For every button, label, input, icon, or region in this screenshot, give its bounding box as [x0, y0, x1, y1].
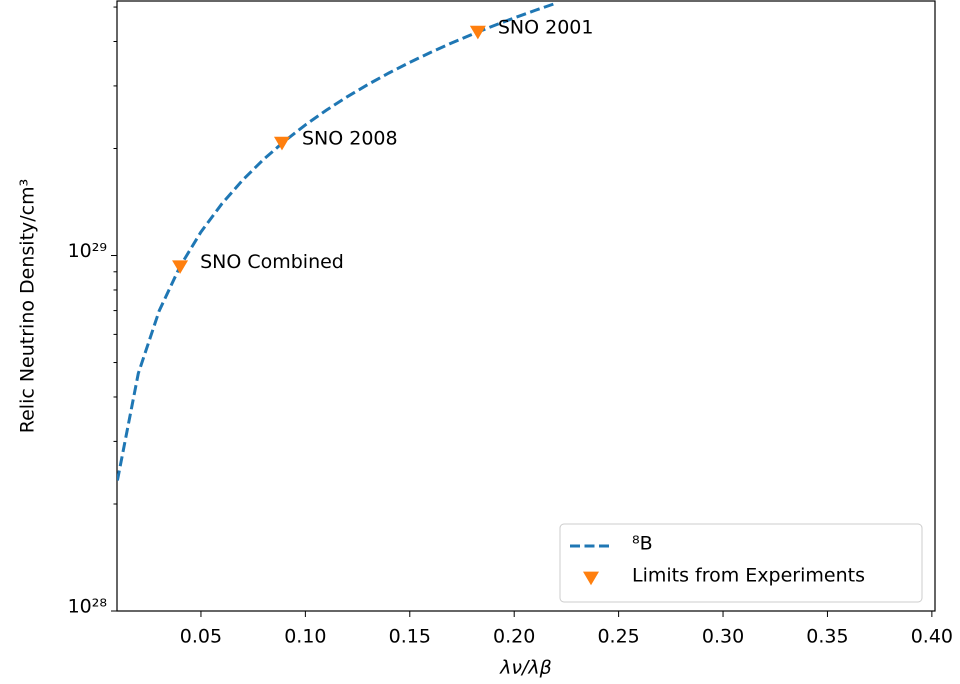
x-tick-label: 0.20 — [493, 626, 535, 648]
legend-marker — [583, 571, 599, 586]
y-tick-label: 10²⁸ — [68, 596, 107, 618]
x-tick-label: 0.15 — [389, 626, 431, 648]
x-tick-label: 0.10 — [284, 626, 326, 648]
limit-marker — [469, 25, 486, 40]
x-tick-label: 0.30 — [702, 626, 744, 648]
y-axis-label: Relic Neutrino Density/cm³ — [17, 179, 39, 433]
x-tick-label: 0.05 — [180, 626, 222, 648]
x-tick-label: 0.35 — [806, 626, 848, 648]
limit-marker — [273, 136, 290, 151]
point-annotation: SNO Combined — [200, 251, 344, 273]
legend-box — [559, 523, 923, 603]
point-annotation: SNO 2008 — [302, 128, 398, 150]
point-annotation: SNO 2001 — [498, 17, 594, 39]
x-tick-label: 0.40 — [911, 626, 953, 648]
legend-label: ⁸B — [632, 533, 653, 555]
y-tick-label: 10²⁹ — [68, 240, 107, 262]
x-axis-label: λν/λβ — [499, 657, 552, 679]
limit-marker — [172, 260, 189, 274]
legend-label: Limits from Experiments — [632, 565, 865, 587]
x-tick-label: 0.25 — [597, 626, 639, 648]
plot-frame — [116, 0, 936, 612]
plot-area — [117, 1, 557, 481]
line-series — [117, 1, 557, 481]
